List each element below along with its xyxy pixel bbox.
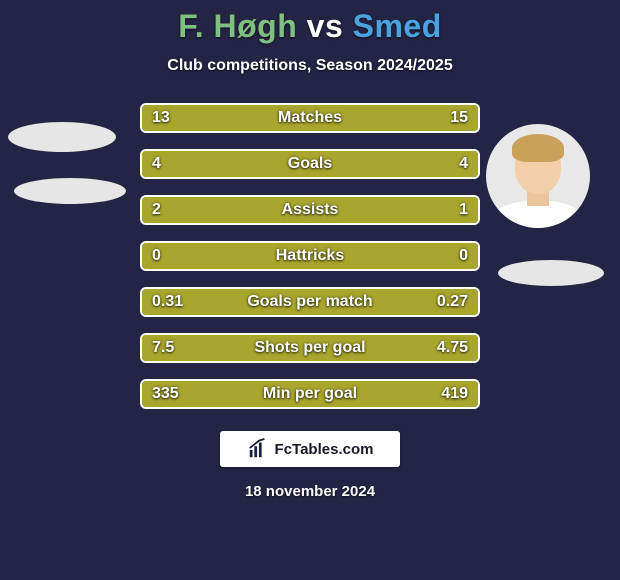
stat-value-right: 4.75 bbox=[437, 339, 468, 357]
chart-icon bbox=[247, 438, 269, 460]
stat-row: 0.31Goals per match0.27 bbox=[140, 287, 480, 317]
stat-label: Goals per match bbox=[142, 293, 478, 311]
subtitle: Club competitions, Season 2024/2025 bbox=[167, 57, 452, 75]
date-text: 18 november 2024 bbox=[245, 483, 375, 500]
stat-row: 4Goals4 bbox=[140, 149, 480, 179]
stat-row: 13Matches15 bbox=[140, 103, 480, 133]
stat-value-right: 1 bbox=[459, 201, 468, 219]
stat-value-right: 419 bbox=[441, 385, 468, 403]
stat-label: Matches bbox=[142, 109, 478, 127]
stat-label: Hattricks bbox=[142, 247, 478, 265]
stat-row: 335Min per goal419 bbox=[140, 379, 480, 409]
stat-row: 2Assists1 bbox=[140, 195, 480, 225]
stat-value-right: 15 bbox=[450, 109, 468, 127]
stat-label: Shots per goal bbox=[142, 339, 478, 357]
brand-text: FcTables.com bbox=[275, 441, 374, 458]
stat-row: 7.5Shots per goal4.75 bbox=[140, 333, 480, 363]
comparison-card: F. Høgh vs Smed Club competitions, Seaso… bbox=[0, 0, 620, 580]
stat-value-right: 4 bbox=[459, 155, 468, 173]
page-title: F. Høgh vs Smed bbox=[178, 8, 442, 45]
title-vs: vs bbox=[307, 8, 344, 44]
stat-value-right: 0 bbox=[459, 247, 468, 265]
stats-area: 13Matches15 4Goals4 2Assists1 0Hattricks0 0.… bbox=[0, 103, 620, 409]
brand-badge[interactable]: FcTables.com bbox=[220, 431, 400, 467]
stat-value-right: 0.27 bbox=[437, 293, 468, 311]
player2-name: Smed bbox=[353, 8, 442, 44]
stat-label: Min per goal bbox=[142, 385, 478, 403]
stat-row: 0Hattricks0 bbox=[140, 241, 480, 271]
stat-label: Goals bbox=[142, 155, 478, 173]
player1-name: F. Høgh bbox=[178, 8, 297, 44]
stat-label: Assists bbox=[142, 201, 478, 219]
